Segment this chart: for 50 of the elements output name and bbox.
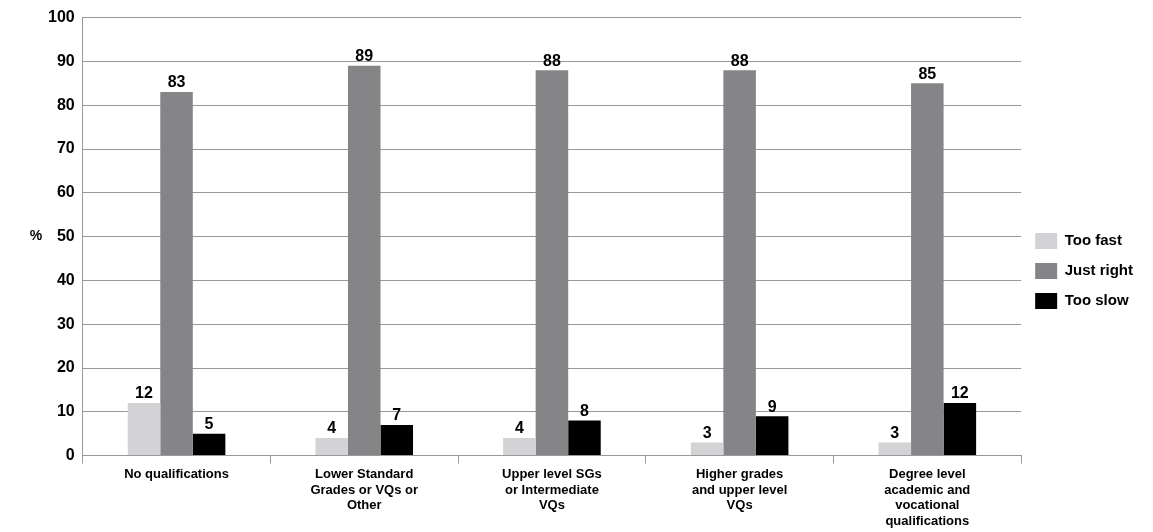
x-tick-label: Degree level academic and vocational qualifications [884, 465, 971, 528]
bar [568, 420, 601, 456]
bar [911, 83, 944, 456]
x-tick-label: Higher grades and upper level VQs [691, 465, 788, 513]
bar [943, 403, 977, 456]
data-label: 5 [204, 415, 214, 433]
bar [192, 433, 226, 456]
x-tick-label: Lower Standard Grades or VQs or Other [310, 465, 419, 513]
legend-label: Too fast [1064, 231, 1122, 249]
y-tick-label: 60 [56, 183, 75, 201]
y-tick-label: 100 [47, 8, 75, 26]
y-tick-label: 30 [56, 314, 75, 332]
y-tick-label: 0 [65, 446, 75, 464]
data-label: 7 [392, 406, 402, 424]
bar [347, 65, 381, 456]
bar [160, 92, 193, 456]
data-label: 83 [167, 73, 186, 91]
data-label: 9 [767, 397, 777, 415]
x-tick-label: No qualifications [124, 465, 229, 481]
bar [690, 442, 724, 456]
data-label: 88 [543, 51, 561, 69]
legend-label: Just right [1064, 261, 1134, 279]
y-tick-label: 80 [56, 95, 75, 113]
data-label: 3 [890, 423, 900, 441]
data-label: 88 [730, 51, 749, 69]
data-label: 89 [355, 47, 374, 65]
bar [380, 424, 414, 456]
y-tick-label: 70 [56, 139, 75, 157]
data-label: 8 [580, 401, 590, 419]
y-tick-label: 40 [56, 270, 75, 288]
data-label: 4 [514, 419, 524, 437]
y-axis-title: % [29, 227, 43, 244]
bar [503, 438, 536, 456]
data-label: 4 [327, 419, 337, 437]
bar [535, 70, 569, 456]
data-label: 3 [702, 423, 712, 441]
x-tick-label: Upper level SGs or Intermediate VQs [502, 465, 602, 513]
bar [127, 403, 161, 456]
bar [723, 70, 756, 456]
y-tick-label: 10 [56, 402, 75, 420]
bar [878, 442, 912, 456]
y-tick-label: 90 [56, 51, 75, 69]
data-label: 12 [135, 384, 154, 402]
y-tick-label: 20 [56, 358, 75, 376]
data-label: 85 [918, 64, 937, 82]
bar [755, 416, 789, 456]
bar [315, 438, 348, 456]
y-tick-label: 50 [56, 227, 75, 245]
data-label: 12 [950, 384, 969, 402]
legend-label: Too slow [1064, 291, 1129, 309]
